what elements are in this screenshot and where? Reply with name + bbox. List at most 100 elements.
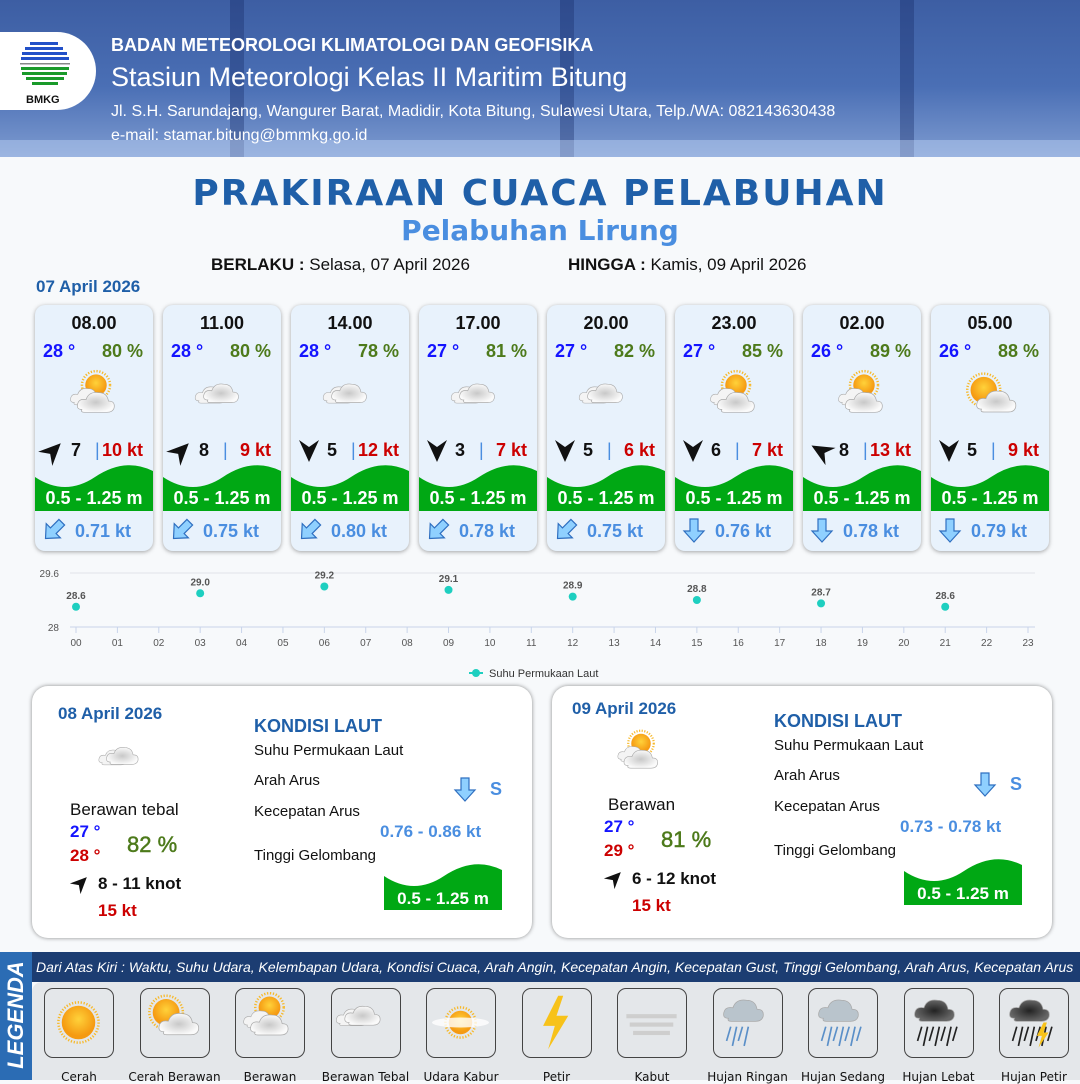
berawan-icon bbox=[235, 988, 305, 1058]
valid-from-label: BERLAKU : bbox=[211, 255, 305, 274]
wind-direction-icon bbox=[38, 439, 65, 466]
wave-icon bbox=[547, 463, 665, 511]
current-speed: 0.78 kt bbox=[843, 521, 900, 541]
min-temperature: 27 ° bbox=[70, 822, 101, 841]
wave-height: 0.5 - 1.25 m bbox=[429, 488, 527, 508]
data-label: 29.0 bbox=[190, 577, 210, 588]
hujan-sedang-icon bbox=[808, 988, 878, 1058]
x-tick-label: 08 bbox=[402, 638, 414, 649]
wave-icon bbox=[35, 463, 153, 511]
legend-label: Hujan Lebat bbox=[902, 1070, 975, 1084]
valid-to: HINGGA : Kamis, 09 April 2026 bbox=[568, 255, 806, 275]
x-tick-label: 06 bbox=[319, 638, 331, 649]
legend-title: LEGENDA bbox=[3, 961, 28, 1069]
air-temperature: 26 ° bbox=[811, 341, 844, 361]
data-label: 28.7 bbox=[811, 587, 831, 598]
separator: | bbox=[351, 440, 356, 460]
separator: | bbox=[991, 440, 996, 460]
x-tick-label: 17 bbox=[774, 638, 786, 649]
daily-date: 09 April 2026 bbox=[572, 699, 677, 718]
hujan-petir-icon bbox=[999, 988, 1069, 1058]
wind-direction-icon bbox=[297, 439, 321, 463]
valid-to-label: HINGGA : bbox=[568, 255, 646, 274]
x-tick-label: 11 bbox=[526, 638, 537, 649]
x-tick-label: 20 bbox=[898, 638, 910, 649]
sst-point bbox=[320, 582, 329, 591]
sst-point bbox=[568, 592, 577, 601]
x-tick-label: 18 bbox=[815, 638, 827, 649]
wave-height: 0.5 - 1.25 m bbox=[941, 488, 1039, 508]
wind-speed: 5 bbox=[967, 440, 978, 460]
wind-direction-icon bbox=[553, 439, 577, 463]
gust-speed: 13 kt bbox=[869, 440, 911, 460]
legend-item: Hujan Sedang bbox=[801, 988, 885, 1084]
current-speed: 0.76 kt bbox=[715, 521, 772, 541]
wind-direction-icon bbox=[937, 439, 961, 463]
wave-height: 0.5 - 1.25 m bbox=[173, 488, 271, 508]
sea-condition-title: KONDISI LAUT bbox=[254, 716, 382, 736]
current-direction-icon bbox=[452, 776, 478, 807]
org-name: BADAN METEOROLOGI KLIMATOLOGI DAN GEOFIS… bbox=[111, 35, 594, 55]
humidity: 85 % bbox=[741, 341, 783, 361]
legend-item: Hujan Petir bbox=[999, 988, 1069, 1084]
legend-marker bbox=[472, 669, 480, 677]
air-temperature: 27 ° bbox=[555, 341, 588, 361]
y-tick-label: 29.6 bbox=[40, 569, 60, 580]
current-direction: S bbox=[1010, 774, 1023, 794]
x-tick-label: 09 bbox=[443, 638, 455, 649]
legend-item: Cerah bbox=[44, 988, 114, 1084]
legend-label: Cerah Berawan bbox=[128, 1070, 221, 1084]
separator: | bbox=[607, 440, 612, 460]
air-temperature: 27 ° bbox=[427, 341, 460, 361]
forecast-time: 08.00 bbox=[71, 313, 117, 333]
forecast-time: 02.00 bbox=[839, 313, 885, 333]
air-temperature: 28 ° bbox=[299, 341, 332, 361]
current-direction-icon bbox=[972, 771, 998, 802]
berawan-tebal-icon bbox=[90, 732, 160, 797]
wind-speed: 6 bbox=[711, 440, 722, 460]
humidity: 82 % bbox=[127, 832, 178, 858]
forecast-card: 17.00 27 ° 81 % 3 | 7 kt 0.5 - 1.25 m 0.… bbox=[419, 305, 537, 551]
gust-speed: 15 kt bbox=[632, 896, 671, 915]
wave-height: 0.5 - 1.25 m bbox=[557, 488, 655, 508]
berawan-tebal-icon bbox=[313, 367, 391, 433]
wind-direction-icon bbox=[681, 439, 705, 463]
legend-series-name: Suhu Permukaan Laut bbox=[489, 668, 598, 680]
wave-height: 0.5 - 1.25 m bbox=[397, 889, 489, 908]
x-tick-label: 21 bbox=[940, 638, 952, 649]
legend-label: Berawan Tebal bbox=[321, 1070, 410, 1084]
sst-point bbox=[444, 585, 453, 594]
wave-icon bbox=[904, 857, 1022, 905]
x-tick-label: 10 bbox=[484, 638, 496, 649]
wave-icon bbox=[291, 463, 409, 511]
berawan-icon bbox=[57, 367, 135, 433]
sst-label: Suhu Permukaan Laut bbox=[254, 742, 404, 759]
wind-speed: 3 bbox=[455, 440, 466, 460]
legend-label: Hujan Ringan bbox=[707, 1070, 788, 1084]
current-speed-range: 0.73 - 0.78 kt bbox=[900, 817, 1002, 836]
forecast-card: 02.00 26 ° 89 % 8 | 13 kt 0.5 - 1.25 m 0… bbox=[803, 305, 921, 551]
separator: | bbox=[735, 440, 740, 460]
data-label: 28.6 bbox=[66, 591, 86, 602]
separator: | bbox=[223, 440, 228, 460]
x-tick-label: 14 bbox=[650, 638, 662, 649]
x-tick-label: 23 bbox=[1022, 638, 1034, 649]
sst-point bbox=[692, 596, 701, 604]
current-direction-icon bbox=[425, 517, 451, 543]
gust-speed: 7 kt bbox=[495, 440, 527, 460]
air-temperature: 27 ° bbox=[683, 341, 716, 361]
wind-direction-icon bbox=[166, 439, 193, 466]
sea-condition-title: KONDISI LAUT bbox=[774, 711, 902, 731]
udara-kabur-icon bbox=[426, 988, 496, 1058]
wind-speed: 8 - 11 knot bbox=[98, 874, 182, 893]
wave-height: 0.5 - 1.25 m bbox=[917, 884, 1009, 903]
legend-description: Dari Atas Kiri : Waktu, Suhu Udara, Kele… bbox=[32, 952, 1080, 982]
legend-icons: Cerah Cerah Berawan Berawan Berawan Tebal Ud… bbox=[32, 982, 1080, 1084]
current-speed-label: Kecepatan Arus bbox=[774, 798, 880, 815]
x-tick-label: 22 bbox=[981, 638, 993, 649]
forecast-time: 11.00 bbox=[199, 313, 245, 333]
legend-label: Petir bbox=[542, 1070, 571, 1084]
x-tick-label: 07 bbox=[360, 638, 372, 649]
valid-from: BERLAKU : Selasa, 07 April 2026 bbox=[211, 255, 470, 275]
valid-from-value: Selasa, 07 April 2026 bbox=[309, 255, 470, 274]
